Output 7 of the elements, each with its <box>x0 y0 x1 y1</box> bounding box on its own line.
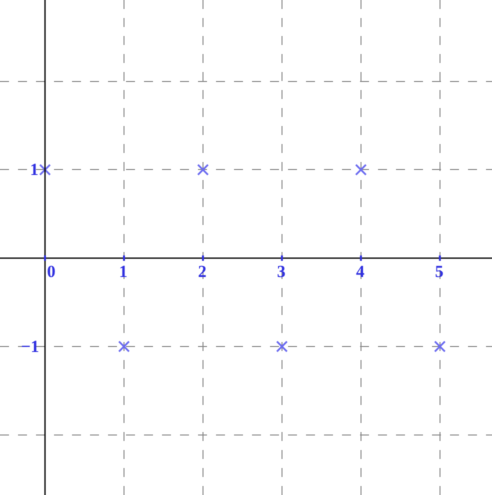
x-tick-label: 5 <box>435 262 444 281</box>
x-tick-label: 1 <box>119 262 128 281</box>
x-tick-label: 2 <box>198 262 206 281</box>
x-tick-label: 0 <box>47 262 56 281</box>
y-tick-label: −1 <box>21 337 40 356</box>
x-tick-label: 4 <box>356 262 365 281</box>
x-tick-label: 3 <box>277 262 286 281</box>
